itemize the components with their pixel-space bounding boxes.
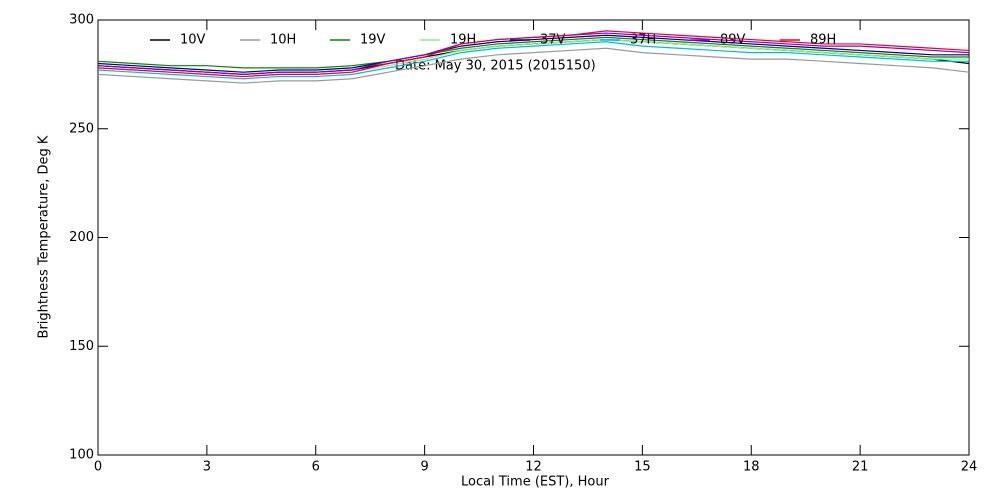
series-line xyxy=(97,36,969,69)
legend-label: 19H xyxy=(450,33,476,48)
x-tick-label: 21 xyxy=(852,460,869,475)
series-line xyxy=(97,47,970,84)
legend-label: 89V xyxy=(720,33,746,48)
x-tick-label: 12 xyxy=(525,460,542,475)
series-line xyxy=(97,34,969,73)
x-tick-label: 9 xyxy=(420,460,428,475)
x-axis-label: Local Time (EST), Hour xyxy=(461,475,610,490)
legend-label: 10H xyxy=(270,33,296,48)
y-tick-label: 300 xyxy=(69,13,94,28)
x-tick-label: 15 xyxy=(634,460,651,475)
x-tick-label: 3 xyxy=(203,460,211,475)
y-axis-label: Brightness Temperature, Deg K xyxy=(37,135,52,338)
legend-label: 89H xyxy=(810,33,836,48)
series-line xyxy=(97,30,970,78)
legend-label: 10V xyxy=(180,33,206,48)
x-tick-label: 0 xyxy=(94,460,102,475)
x-tick-label: 6 xyxy=(312,460,320,475)
legend-label: 19V xyxy=(360,33,386,48)
y-tick-label: 200 xyxy=(69,230,94,245)
x-tick-label: 18 xyxy=(743,460,760,475)
x-tick-label: 24 xyxy=(961,460,978,475)
y-tick-label: 250 xyxy=(69,121,94,136)
y-tick-label: 100 xyxy=(69,448,94,463)
series-line xyxy=(97,41,969,80)
plot-frame xyxy=(97,19,970,456)
y-tick-label: 150 xyxy=(69,339,94,354)
